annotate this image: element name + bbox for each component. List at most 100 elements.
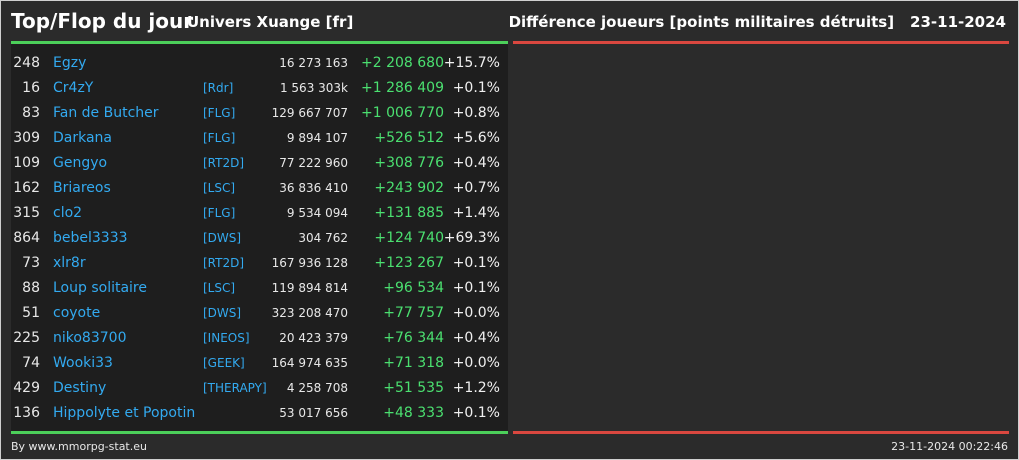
percent-change: +0.0%: [452, 305, 500, 321]
percent-change: +1.2%: [452, 380, 500, 396]
table-row: 136 Hippolyte et Popotin 53 017 656 +48 333…: [11, 401, 508, 426]
alliance-tag-link[interactable]: [FLG]: [203, 106, 236, 120]
player-rank: 162: [13, 180, 40, 196]
metric-label: Différence joueurs [points militaires dé…: [508, 13, 895, 31]
table-row: 315 clo2 [FLG] 9 534 094 +131 885 +1.4%: [11, 201, 508, 226]
percent-change: +0.1%: [452, 255, 500, 271]
alliance-tag-link[interactable]: [RT2D]: [203, 256, 245, 270]
points-difference: +1 286 409: [361, 80, 444, 96]
points-difference: +243 902: [374, 180, 444, 196]
player-rank: 73: [22, 255, 40, 271]
player-name-link[interactable]: Wooki33: [53, 355, 113, 371]
alliance-tag-link[interactable]: [RT2D]: [203, 156, 245, 170]
page-title: Top/Flop du jour: [11, 9, 194, 33]
alliance-tag-link[interactable]: [DWS]: [203, 306, 242, 320]
alliance-tag-link[interactable]: [Rdr]: [203, 81, 234, 95]
player-points: 9 894 107: [286, 131, 348, 145]
player-name-link[interactable]: Hippolyte et Popotin: [53, 405, 196, 421]
points-difference: +123 267: [374, 255, 444, 271]
player-name-link[interactable]: Fan de Butcher: [53, 105, 159, 121]
player-rank: 51: [22, 305, 40, 321]
percent-change: +0.4%: [452, 155, 500, 171]
points-difference: +131 885: [374, 205, 444, 221]
alliance-tag-link[interactable]: [LSC]: [203, 281, 236, 295]
player-points: 1 563 303k: [279, 81, 348, 95]
player-name-link[interactable]: bebel3333: [53, 230, 128, 246]
points-difference: +124 740: [374, 230, 444, 246]
player-rank: 315: [13, 205, 40, 221]
percent-change: +0.0%: [452, 355, 500, 371]
table-row: 309 Darkana [FLG] 9 894 107 +526 512 +5.6%: [11, 126, 508, 151]
points-difference: +526 512: [374, 130, 444, 146]
player-name-link[interactable]: xlr8r: [53, 255, 86, 271]
player-points: 304 762: [298, 231, 348, 245]
alliance-tag-link[interactable]: [DWS]: [203, 231, 242, 245]
footer-credit[interactable]: By www.mmorpg-stat.eu: [11, 440, 147, 453]
player-rank: 16: [22, 80, 40, 96]
player-rank: 109: [13, 155, 40, 171]
player-rank: 83: [22, 105, 40, 121]
player-rank: 864: [13, 230, 40, 246]
alliance-tag-link[interactable]: [FLG]: [203, 206, 236, 220]
player-rank: 88: [22, 280, 40, 296]
percent-change: +0.1%: [452, 80, 500, 96]
alliance-tag-link[interactable]: [FLG]: [203, 131, 236, 145]
percent-change: +0.1%: [452, 405, 500, 421]
points-difference: +71 318: [383, 355, 444, 371]
table-row: 248 Egzy 16 273 163 +2 208 680 +15.7%: [11, 51, 508, 76]
player-points: 164 974 635: [271, 356, 348, 370]
player-points: 20 423 379: [279, 331, 348, 345]
table-row: 429 Destiny [THERAPY] 4 258 708 +51 535 +1.2%: [11, 376, 508, 401]
player-name-link[interactable]: clo2: [53, 205, 83, 221]
percent-change: +15.7%: [443, 55, 500, 71]
player-rank: 136: [13, 405, 40, 421]
table-row: 225 niko83700 [INEOS] 20 423 379 +76 344 +0.4…: [11, 326, 508, 351]
percent-change: +0.1%: [452, 280, 500, 296]
percent-change: +0.8%: [452, 105, 500, 121]
player-points: 53 017 656: [279, 406, 348, 420]
player-points: 4 258 708: [286, 381, 348, 395]
player-name-link[interactable]: Gengyo: [53, 155, 108, 171]
player-name-link[interactable]: Loup solitaire: [53, 280, 147, 296]
player-points: 36 836 410: [279, 181, 348, 195]
player-name-link[interactable]: Briareos: [53, 180, 111, 196]
alliance-tag-link[interactable]: [INEOS]: [203, 331, 250, 345]
percent-change: +1.4%: [452, 205, 500, 221]
player-points: 9 534 094: [286, 206, 348, 220]
table-row: 109 Gengyo [RT2D] 77 222 960 +308 776 +0.4%: [11, 151, 508, 176]
percent-change: +0.7%: [452, 180, 500, 196]
player-rank: 248: [13, 55, 40, 71]
player-name-link[interactable]: Cr4zY: [53, 80, 94, 96]
table-row: 51 coyote [DWS] 323 208 470 +77 757 +0.0%: [11, 301, 508, 326]
points-difference: +2 208 680: [361, 55, 444, 71]
table-row: 162 Briareos [LSC] 36 836 410 +243 902 +0.7%: [11, 176, 508, 201]
points-difference: +1 006 770: [361, 105, 444, 121]
player-points: 16 273 163: [279, 56, 348, 70]
points-difference: +308 776: [374, 155, 444, 171]
percent-change: +0.4%: [452, 330, 500, 346]
player-points: 167 936 128: [271, 256, 348, 270]
player-rank: 429: [13, 380, 40, 396]
table-row: 74 Wooki33 [GEEK] 164 974 635 +71 318 +0.0%: [11, 351, 508, 376]
header: Top/Flop du jour Univers Xuange [fr] Dif…: [11, 9, 1006, 35]
player-rank: 309: [13, 130, 40, 146]
player-name-link[interactable]: Destiny: [53, 380, 107, 396]
alliance-tag-link[interactable]: [GEEK]: [203, 356, 245, 370]
header-date: 23-11-2024: [910, 13, 1006, 31]
player-rank: 74: [22, 355, 40, 371]
points-difference: +77 757: [383, 305, 444, 321]
alliance-tag-link[interactable]: [LSC]: [203, 181, 236, 195]
player-name-link[interactable]: coyote: [53, 305, 101, 321]
player-rank: 225: [13, 330, 40, 346]
player-name-link[interactable]: niko83700: [53, 330, 127, 346]
header-right: Différence joueurs [points militaires dé…: [509, 13, 1006, 31]
alliance-tag-link[interactable]: [THERAPY]: [203, 381, 267, 395]
player-name-link[interactable]: Darkana: [53, 130, 113, 146]
player-points: 323 208 470: [271, 306, 348, 320]
universe-subtitle: Univers Xuange [fr]: [187, 13, 354, 31]
top-panel: 248 Egzy 16 273 163 +2 208 680 +15.7% 16 Cr4zY…: [11, 41, 508, 434]
table-row: 864 bebel3333 [DWS] 304 762 +124 740 +69.3%: [11, 226, 508, 251]
table-row: 83 Fan de Butcher [FLG] 129 667 707 +1 006 7…: [11, 101, 508, 126]
player-name-link[interactable]: Egzy: [53, 55, 87, 71]
